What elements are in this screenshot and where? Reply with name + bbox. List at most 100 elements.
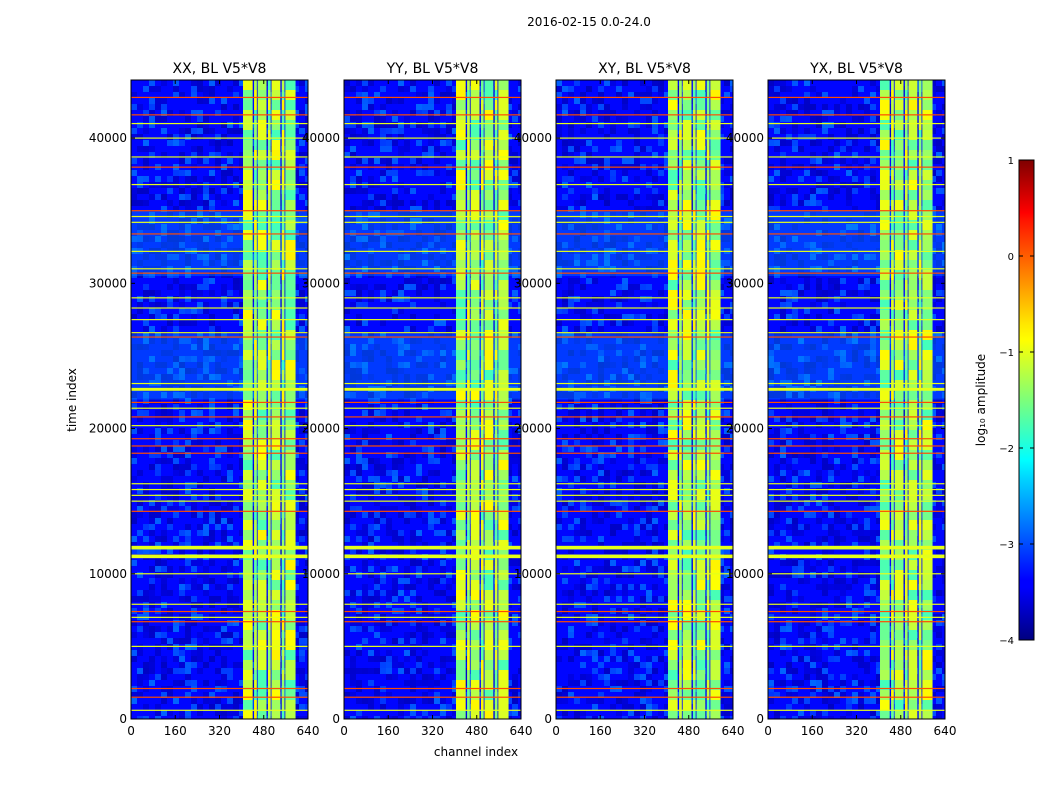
noise-cell: [422, 698, 428, 704]
noise-cell: [293, 188, 299, 194]
band-cell: [494, 600, 498, 610]
band-cell: [281, 170, 285, 180]
noise-cell: [464, 224, 470, 230]
noise-cell: [598, 404, 604, 410]
noise-cell: [464, 674, 470, 680]
noise-cell: [293, 356, 299, 362]
noise-cell: [440, 434, 446, 440]
noise-cell: [209, 548, 215, 554]
rfi-time-line: [131, 500, 308, 502]
noise-cell: [506, 326, 512, 332]
noise-cell: [233, 176, 239, 182]
noise-cell: [251, 674, 257, 680]
noise-cell: [305, 506, 308, 512]
noise-cell: [227, 86, 233, 92]
noise-cell: [416, 290, 422, 296]
noise-cell: [191, 482, 197, 488]
band-cell: [484, 100, 494, 110]
noise-cell: [452, 200, 458, 206]
y-tick-label: 20000: [89, 422, 127, 436]
noise-cell: [233, 230, 239, 236]
band-cell: [484, 120, 494, 130]
noise-cell: [143, 368, 149, 374]
band-cell: [281, 480, 285, 490]
noise-cell: [293, 326, 299, 332]
noise-cell: [374, 206, 380, 212]
band-cell: [494, 280, 498, 290]
band-cell: [243, 520, 253, 530]
noise-cell: [227, 506, 233, 512]
noise-cell: [191, 218, 197, 224]
band-cell: [456, 170, 466, 180]
noise-cell: [374, 650, 380, 656]
noise-cell: [227, 476, 233, 482]
band-cell: [271, 670, 281, 680]
band-cell: [254, 210, 257, 220]
noise-cell: [161, 590, 167, 596]
band-cell: [243, 660, 253, 670]
noise-cell: [209, 92, 215, 98]
noise-cell: [452, 680, 458, 686]
noise-cell: [592, 446, 598, 452]
noise-cell: [368, 524, 374, 530]
noise-cell: [422, 422, 428, 428]
noise-cell: [392, 194, 398, 200]
noise-cell: [640, 104, 646, 110]
band-cell: [470, 310, 480, 320]
noise-cell: [203, 188, 209, 194]
noise-cell: [131, 158, 137, 164]
band-cell: [480, 320, 484, 330]
noise-cell: [179, 662, 185, 668]
noise-cell: [464, 452, 470, 458]
noise-cell: [464, 596, 470, 602]
band-cell: [484, 320, 494, 330]
noise-cell: [305, 176, 308, 182]
noise-cell: [434, 170, 440, 176]
noise-cell: [506, 470, 512, 476]
noise-cell: [380, 140, 386, 146]
noise-cell: [161, 110, 167, 116]
noise-cell: [179, 500, 185, 506]
noise-cell: [404, 278, 410, 284]
band-cell: [498, 590, 509, 600]
noise-cell: [185, 176, 191, 182]
noise-cell: [227, 350, 233, 356]
noise-cell: [440, 236, 446, 242]
band-cell: [267, 360, 271, 370]
noise-cell: [410, 650, 416, 656]
noise-cell: [251, 482, 257, 488]
x-tick-label: 160: [164, 724, 187, 738]
noise-cell: [452, 446, 458, 452]
band-cell: [267, 340, 271, 350]
band-cell: [467, 560, 470, 570]
band-cell: [484, 650, 494, 660]
noise-cell: [562, 296, 568, 302]
noise-cell: [239, 638, 245, 644]
band-cell: [243, 540, 253, 550]
noise-cell: [344, 464, 350, 470]
noise-cell: [592, 260, 598, 266]
noise-cell: [452, 116, 458, 122]
noise-cell: [305, 518, 308, 524]
noise-cell: [646, 452, 652, 458]
band-cell: [498, 310, 509, 320]
band-cell: [285, 380, 296, 390]
noise-cell: [386, 488, 392, 494]
noise-cell: [185, 440, 191, 446]
noise-cell: [362, 638, 368, 644]
noise-cell: [137, 596, 143, 602]
band-cell: [271, 510, 281, 520]
noise-cell: [598, 92, 604, 98]
band-cell: [470, 570, 480, 580]
noise-cell: [428, 458, 434, 464]
band-cell: [254, 250, 257, 260]
noise-cell: [628, 284, 634, 290]
noise-cell: [293, 260, 299, 266]
noise-cell: [167, 500, 173, 506]
noise-cell: [428, 98, 434, 104]
rfi-time-line: [131, 332, 308, 334]
noise-cell: [416, 530, 422, 536]
noise-cell: [718, 398, 724, 404]
band-cell: [285, 200, 296, 210]
noise-cell: [362, 200, 368, 206]
